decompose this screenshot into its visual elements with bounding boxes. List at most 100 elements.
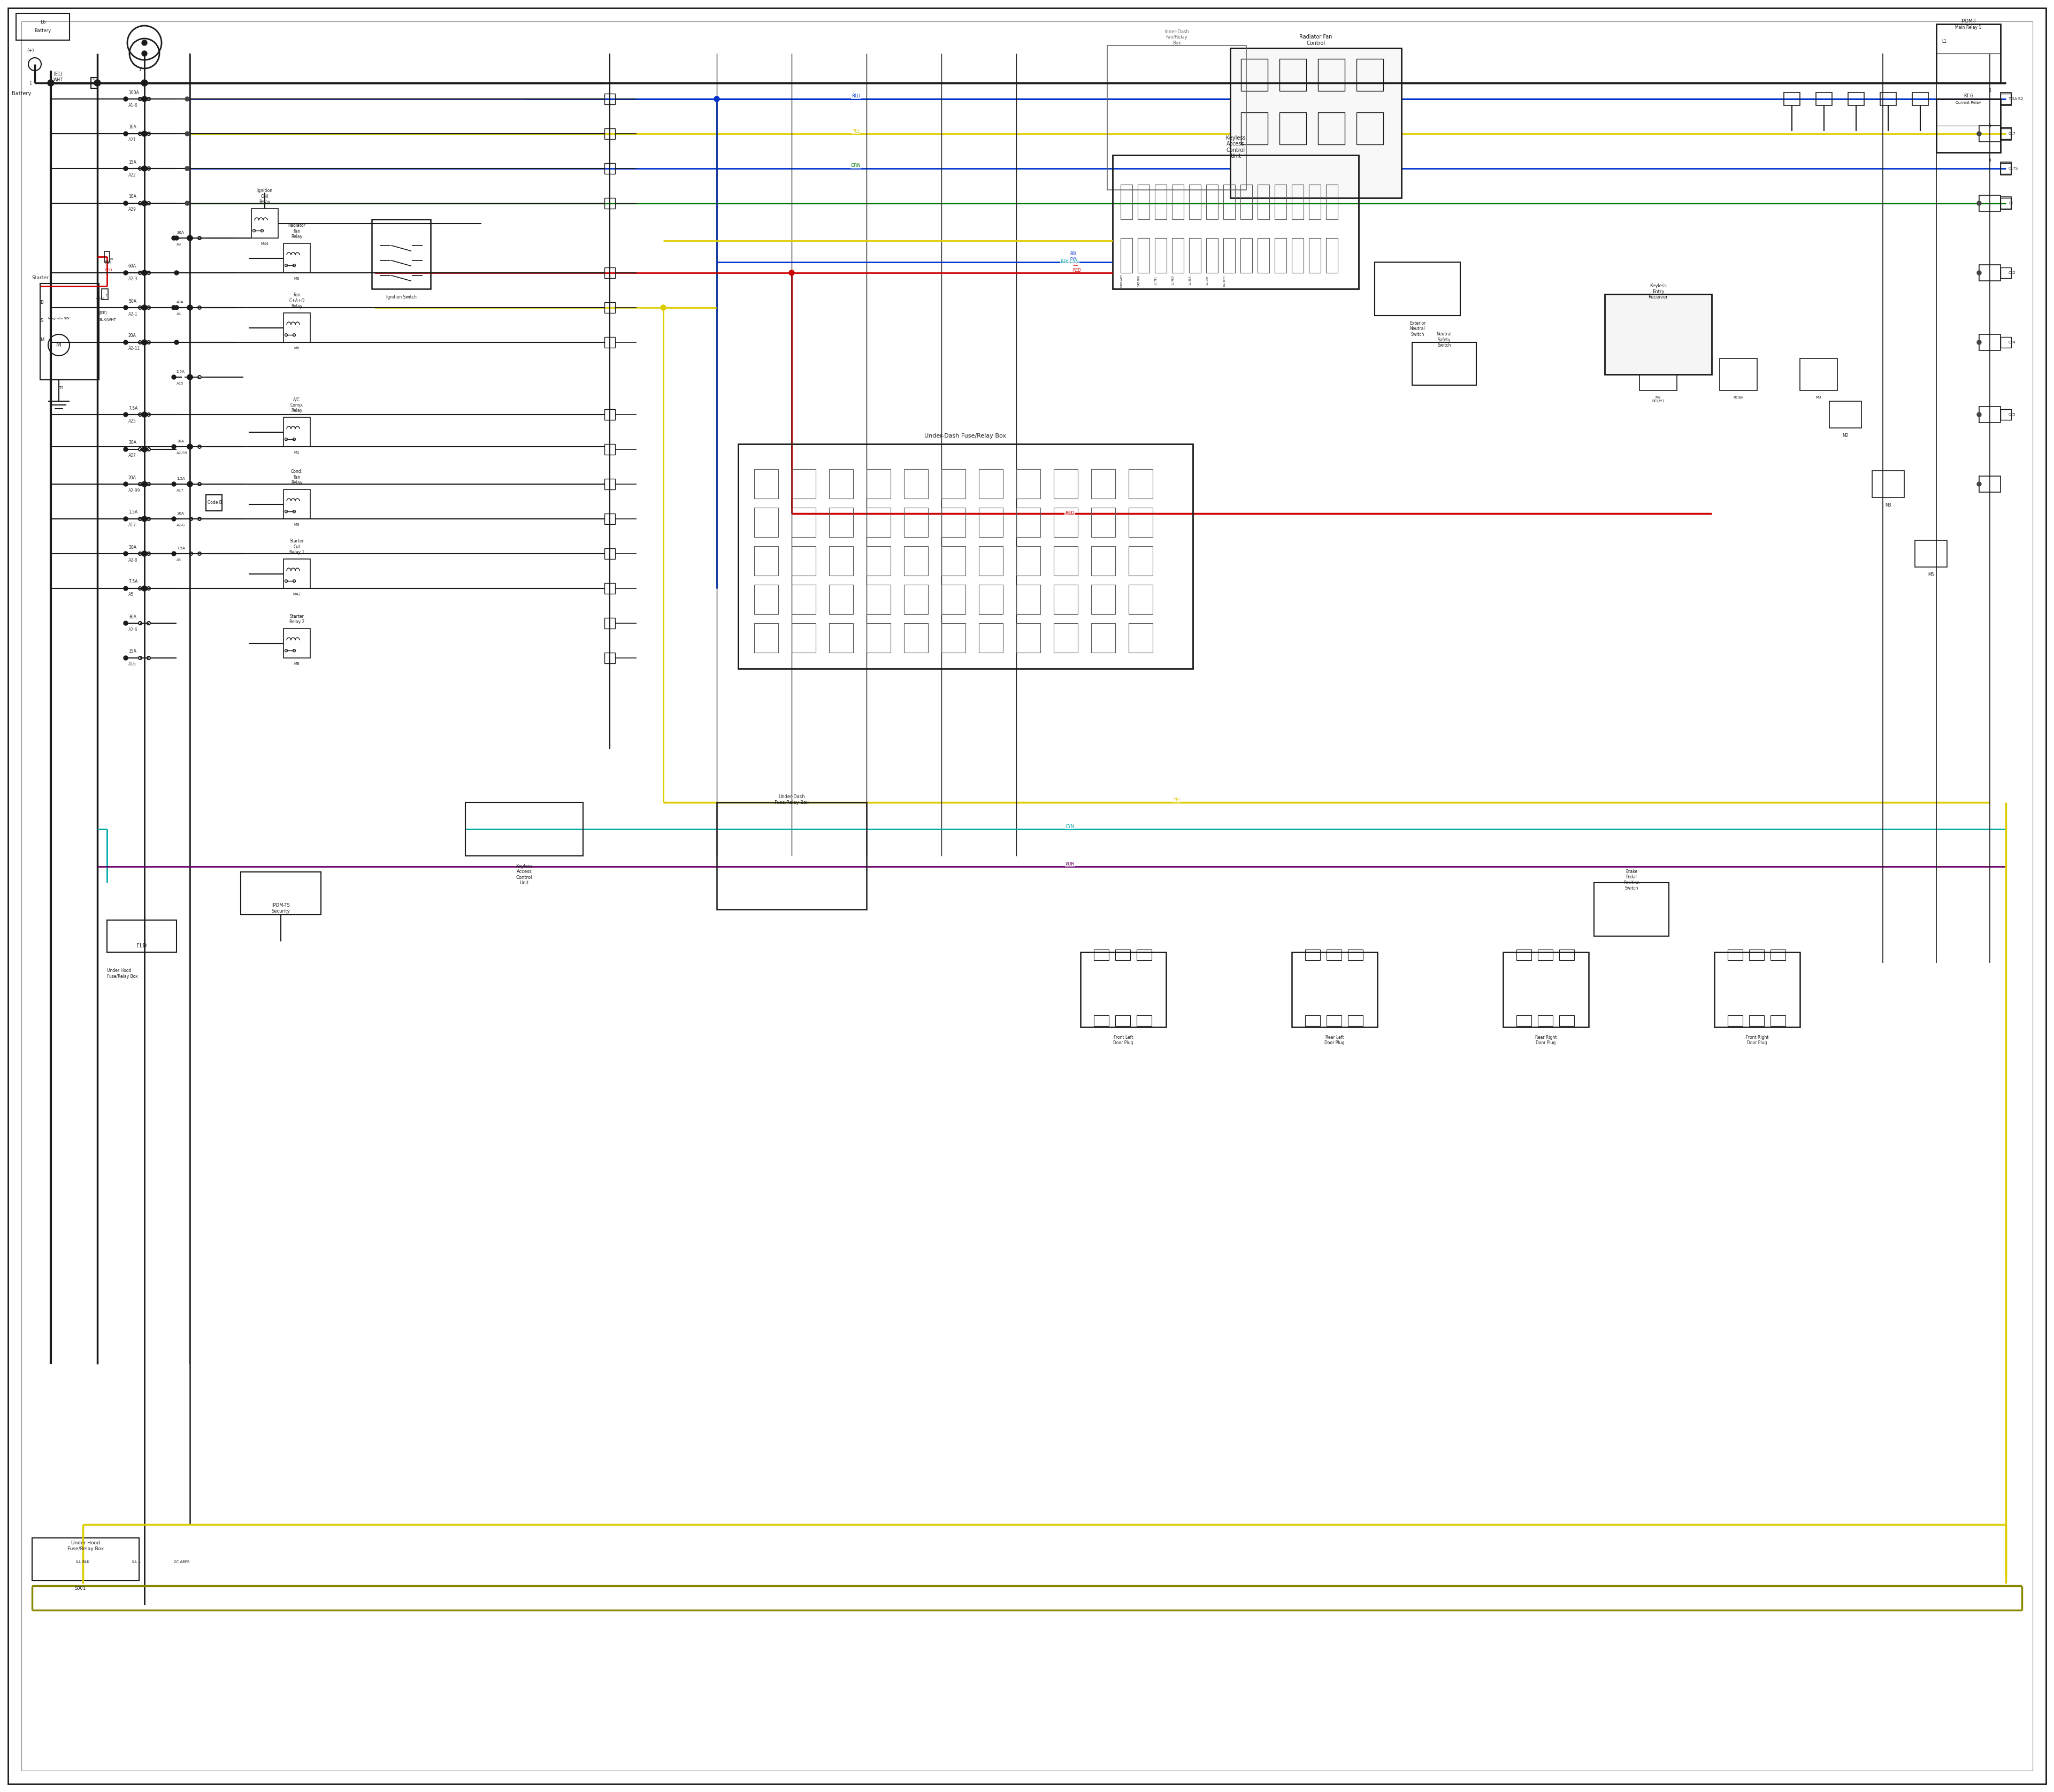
- Bar: [1054, 624, 1078, 652]
- Bar: [867, 507, 891, 538]
- Bar: [1937, 23, 2001, 82]
- Circle shape: [185, 131, 189, 136]
- Bar: [830, 470, 852, 498]
- Circle shape: [123, 271, 127, 274]
- Bar: [1719, 358, 1756, 391]
- Text: ILL TEL: ILL TEL: [1154, 276, 1158, 285]
- Text: Radiator Fan
Control: Radiator Fan Control: [1300, 34, 1333, 47]
- Circle shape: [142, 201, 148, 206]
- Text: 100A: 100A: [127, 90, 140, 95]
- Text: ILL BLK: ILL BLK: [1189, 276, 1191, 285]
- Text: 30A: 30A: [177, 513, 185, 514]
- Bar: [1356, 113, 1382, 145]
- Bar: [283, 489, 310, 520]
- Bar: [1054, 547, 1078, 575]
- Bar: [604, 93, 614, 104]
- Text: [EJ]: [EJ]: [105, 260, 111, 263]
- Bar: [980, 624, 1002, 652]
- Circle shape: [142, 39, 148, 45]
- Bar: [1107, 45, 1247, 190]
- Circle shape: [123, 516, 127, 521]
- Bar: [1121, 238, 1132, 272]
- Bar: [1091, 507, 1115, 538]
- Bar: [1189, 238, 1202, 272]
- Text: 1: 1: [140, 66, 142, 72]
- Text: YEL: YEL: [852, 129, 861, 133]
- Text: 2C ABFS: 2C ABFS: [175, 1561, 189, 1564]
- Bar: [1319, 113, 1345, 145]
- Bar: [1347, 950, 1364, 961]
- Text: M: M: [41, 337, 43, 342]
- Circle shape: [1976, 271, 1982, 274]
- Text: A2-99: A2-99: [177, 452, 187, 455]
- Bar: [791, 584, 815, 615]
- Bar: [1017, 507, 1041, 538]
- Text: L6: L6: [39, 20, 45, 25]
- Circle shape: [123, 412, 127, 418]
- Text: 60A: 60A: [127, 263, 136, 269]
- Bar: [904, 470, 928, 498]
- Text: A2-11: A2-11: [127, 346, 140, 351]
- Bar: [1206, 185, 1218, 219]
- Text: 50A: 50A: [127, 299, 136, 303]
- Text: 7.5A: 7.5A: [127, 405, 138, 410]
- Text: Front Right
Door Plug: Front Right Door Plug: [1746, 1036, 1768, 1045]
- Text: A29: A29: [127, 208, 136, 211]
- Circle shape: [173, 375, 177, 380]
- Bar: [1413, 342, 1477, 385]
- Bar: [1017, 547, 1041, 575]
- Bar: [1128, 624, 1152, 652]
- Bar: [1980, 265, 2001, 281]
- Circle shape: [185, 201, 189, 206]
- Circle shape: [187, 235, 193, 240]
- Circle shape: [789, 271, 795, 276]
- Text: A25: A25: [127, 419, 136, 423]
- Bar: [1054, 507, 1078, 538]
- Bar: [1504, 952, 1588, 1027]
- Circle shape: [142, 586, 148, 591]
- Bar: [105, 251, 109, 262]
- Bar: [604, 409, 614, 419]
- Bar: [754, 547, 778, 575]
- Bar: [1017, 470, 1041, 498]
- Bar: [240, 873, 320, 914]
- Text: 1: 1: [105, 294, 107, 297]
- Bar: [283, 559, 310, 588]
- Bar: [941, 547, 965, 575]
- Bar: [1980, 407, 2001, 423]
- Text: Keyless
Entry
Receiver: Keyless Entry Receiver: [1649, 283, 1668, 299]
- Bar: [1154, 238, 1167, 272]
- Circle shape: [123, 131, 127, 136]
- Bar: [830, 507, 852, 538]
- Text: Fan
C+A+O
Relay: Fan C+A+O Relay: [290, 292, 304, 308]
- Bar: [90, 77, 97, 88]
- Text: 30A: 30A: [127, 441, 136, 446]
- Text: A2-3: A2-3: [127, 276, 138, 281]
- Bar: [1095, 950, 1109, 961]
- Bar: [466, 803, 583, 857]
- Bar: [1356, 59, 1382, 91]
- Bar: [604, 303, 614, 314]
- Bar: [1771, 1016, 1785, 1027]
- Bar: [1516, 1016, 1532, 1027]
- Bar: [717, 803, 867, 909]
- Text: ILL
RED: ILL RED: [1072, 262, 1080, 272]
- Bar: [1224, 185, 1234, 219]
- Text: A25: A25: [177, 382, 183, 385]
- Bar: [1750, 950, 1764, 961]
- Bar: [1128, 584, 1152, 615]
- Text: Keyless
Access
Control
Unit: Keyless Access Control Unit: [1226, 134, 1245, 159]
- Bar: [1980, 125, 2001, 142]
- Text: M6: M6: [294, 278, 300, 280]
- Bar: [1230, 48, 1401, 197]
- Text: 30A: 30A: [177, 231, 185, 235]
- Circle shape: [175, 340, 179, 344]
- Circle shape: [123, 448, 127, 452]
- Bar: [980, 507, 1002, 538]
- Text: 1: 1: [29, 81, 33, 86]
- Text: 5: 5: [1988, 88, 1990, 93]
- Bar: [867, 547, 891, 575]
- Text: Radiator
Fan
Relay: Radiator Fan Relay: [288, 224, 306, 238]
- Text: M: M: [55, 342, 62, 348]
- Bar: [1604, 294, 1711, 375]
